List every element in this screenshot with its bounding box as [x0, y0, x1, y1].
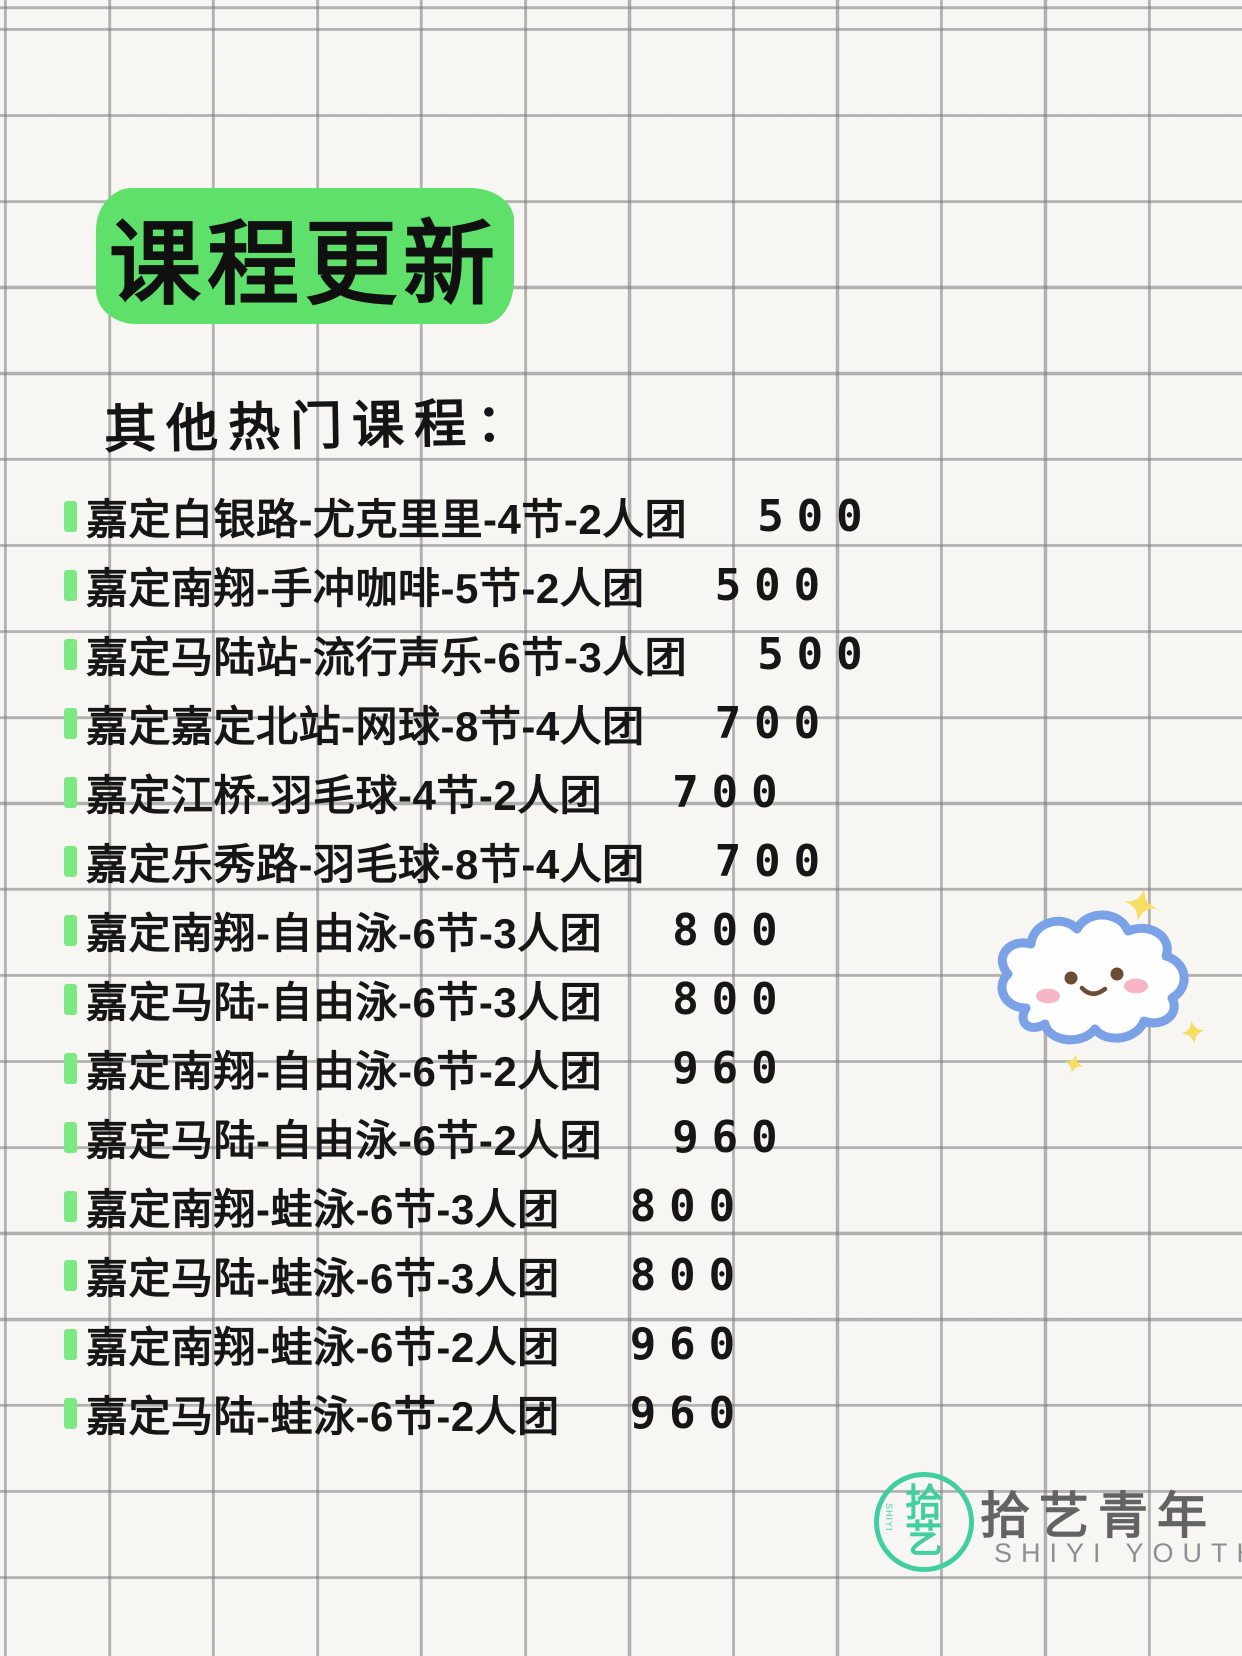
- course-name: 嘉定马陆-蛙泳-6节-2人团: [86, 1393, 560, 1440]
- bullet-icon: [64, 1260, 77, 1291]
- course-row: 嘉定马陆站-流行声乐-6节-3人团 500: [64, 620, 1044, 689]
- course-price: 960: [629, 1319, 749, 1370]
- course-name: 嘉定江桥-羽毛球-4节-2人团: [86, 772, 603, 819]
- course-price: 700: [672, 767, 791, 818]
- course-name: 嘉定南翔-自由泳-6节-2人团: [86, 1048, 603, 1095]
- course-name: 嘉定乐秀路-羽毛球-8节-4人团: [86, 841, 645, 888]
- bullet-icon: [64, 777, 77, 808]
- course-row: 嘉定江桥-羽毛球-4节-2人团 700: [64, 758, 1044, 827]
- course-row: 嘉定马陆-蛙泳-6节-3人团 800: [64, 1241, 1044, 1310]
- cloud-illustration-icon: [997, 888, 1206, 1074]
- bullet-icon: [64, 1191, 77, 1222]
- course-row: 嘉定乐秀路-羽毛球-8节-4人团 700: [64, 827, 1044, 896]
- course-name: 嘉定马陆-蛙泳-6节-3人团: [86, 1255, 560, 1302]
- course-price: 500: [757, 629, 876, 680]
- bullet-icon: [64, 846, 77, 877]
- bullet-icon: [64, 501, 77, 532]
- page-title: 课程更新: [108, 213, 501, 316]
- course-price: 800: [629, 1181, 749, 1232]
- brand-seal-logo: SHIYI 拾 艺: [874, 1472, 974, 1572]
- course-price: 960: [672, 1112, 791, 1163]
- bullet-icon: [64, 570, 77, 601]
- brand-name-english: SHIYI YOUTH: [994, 1538, 1242, 1568]
- brand-seal-vertical-text: SHIYI: [884, 1503, 894, 1532]
- brand-name-chinese: 拾艺青年: [980, 1488, 1216, 1544]
- course-row: 嘉定南翔-自由泳-6节-2人团 960: [64, 1034, 1044, 1103]
- course-price: 960: [672, 1043, 791, 1094]
- course-price: 500: [757, 491, 876, 542]
- course-name: 嘉定嘉定北站-网球-8节-4人团: [86, 703, 645, 750]
- course-name: 嘉定南翔-自由泳-6节-3人团: [86, 910, 603, 957]
- course-row: 嘉定马陆-自由泳-6节-3人团 800: [64, 965, 1044, 1034]
- course-name: 嘉定南翔-蛙泳-6节-3人团: [86, 1186, 560, 1233]
- course-price: 800: [672, 974, 791, 1025]
- course-row: 嘉定南翔-蛙泳-6节-3人团 800: [64, 1172, 1044, 1241]
- course-row: 嘉定南翔-蛙泳-6节-2人团 960: [64, 1310, 1044, 1379]
- course-price: 700: [714, 698, 834, 749]
- course-name: 嘉定南翔-蛙泳-6节-2人团: [86, 1324, 560, 1371]
- bullet-icon: [64, 1122, 77, 1153]
- course-list: 嘉定白银路-尤克里里-4节-2人团 500 嘉定南翔-手冲咖啡-5节-2人团 5…: [64, 482, 1044, 1448]
- course-row: 嘉定南翔-自由泳-6节-3人团 800: [64, 896, 1044, 965]
- section-subtitle: 其他热门课程：: [103, 394, 539, 460]
- course-row: 嘉定嘉定北站-网球-8节-4人团 700: [64, 689, 1044, 758]
- bullet-icon: [64, 639, 77, 670]
- brand-seal-char-bottom: 艺: [904, 1519, 943, 1561]
- course-name: 嘉定马陆站-流行声乐-6节-3人团: [86, 634, 688, 681]
- course-name: 嘉定马陆-自由泳-6节-3人团: [86, 979, 603, 1026]
- cloud-mascot: [978, 880, 1218, 1080]
- bullet-icon: [64, 915, 77, 946]
- course-price: 960: [629, 1388, 749, 1439]
- course-price: 800: [672, 905, 791, 956]
- course-price: 800: [629, 1250, 749, 1301]
- course-price: 700: [714, 836, 834, 887]
- title-highlight-badge: 课程更新: [96, 188, 514, 324]
- brand-seal-char-top: 拾: [904, 1482, 943, 1525]
- bullet-icon: [64, 1329, 77, 1360]
- course-name: 嘉定马陆-自由泳-6节-2人团: [86, 1117, 603, 1164]
- course-row: 嘉定南翔-手冲咖啡-5节-2人团 500: [64, 551, 1044, 620]
- course-row: 嘉定马陆-蛙泳-6节-2人团 960: [64, 1379, 1044, 1448]
- course-row: 嘉定白银路-尤克里里-4节-2人团 500: [64, 482, 1044, 551]
- bullet-icon: [64, 708, 77, 739]
- brand-footer: SHIYI 拾 艺 拾艺青年 SHIYI YOUTH: [860, 1458, 1242, 1608]
- course-name: 嘉定白银路-尤克里里-4节-2人团: [86, 496, 688, 543]
- course-price: 500: [714, 560, 834, 611]
- bullet-icon: [64, 1398, 77, 1429]
- course-row: 嘉定马陆-自由泳-6节-2人团 960: [64, 1103, 1044, 1172]
- course-name: 嘉定南翔-手冲咖啡-5节-2人团: [86, 565, 645, 612]
- bullet-icon: [64, 1053, 77, 1084]
- bullet-icon: [64, 984, 77, 1015]
